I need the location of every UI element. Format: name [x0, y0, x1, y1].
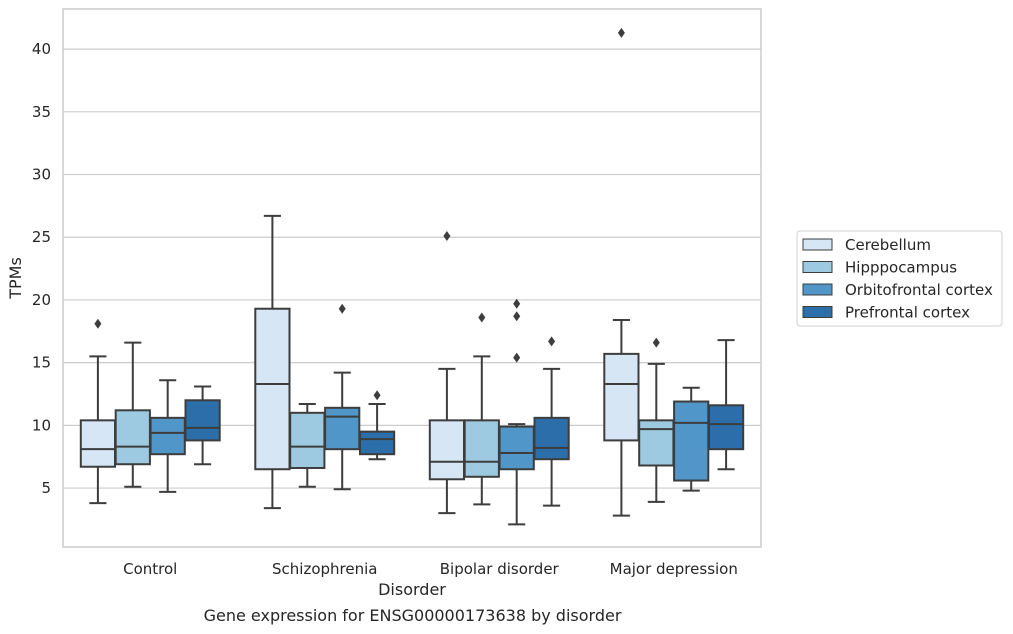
y-tick-label: 10	[32, 416, 51, 434]
outlier-point	[478, 312, 486, 323]
x-tick-label: Control	[123, 560, 177, 578]
legend-entry-label: Hipppocampus	[845, 259, 957, 277]
outlier-point	[617, 27, 625, 38]
legend-swatch	[802, 261, 833, 273]
x-tick-label: Bipolar disorder	[440, 560, 560, 578]
box-iqr	[114, 409, 151, 466]
outlier-point	[652, 337, 660, 348]
box-iqr	[289, 411, 326, 469]
legend-entry-label: Orbitofrontal cortex	[845, 281, 993, 299]
legend-entry-label: Cerebellum	[845, 236, 931, 254]
y-tick-label: 30	[32, 166, 51, 184]
outlier-point	[338, 303, 346, 314]
box-iqr	[184, 399, 221, 442]
box-iqr	[707, 404, 745, 451]
box-iqr	[638, 419, 675, 467]
box-iqr	[533, 416, 570, 461]
outlier-point	[513, 352, 521, 363]
box-iqr	[149, 416, 186, 456]
box-iqr	[673, 400, 710, 482]
legend-frame	[796, 230, 1003, 327]
y-axis-label: TPMs	[6, 257, 25, 300]
outlier-point	[513, 311, 521, 322]
legend-swatch	[802, 283, 833, 296]
box-iqr	[324, 406, 361, 451]
box-iqr	[358, 430, 396, 456]
chart-caption: Gene expression for ENSG00000173638 by d…	[203, 606, 622, 625]
legend-swatch	[802, 306, 833, 318]
box-iqr	[463, 419, 500, 478]
outlier-point	[94, 318, 102, 329]
box-iqr	[254, 307, 291, 471]
plot-frame	[62, 8, 762, 548]
outlier-point	[548, 336, 556, 347]
legend-entry-label: Prefrontal cortex	[845, 304, 970, 322]
y-tick-label: 20	[32, 291, 51, 309]
legend-swatch	[802, 238, 833, 251]
box-iqr	[79, 419, 117, 468]
y-tick-label: 40	[32, 40, 51, 58]
x-tick-label: Major depression	[610, 560, 738, 578]
y-tick-label: 25	[32, 228, 51, 246]
box-iqr	[498, 425, 535, 471]
outlier-point	[443, 230, 451, 241]
box-iqr	[428, 419, 466, 481]
y-tick-label: 5	[41, 479, 51, 497]
box-iqr	[603, 352, 640, 442]
x-axis-label: Disorder	[378, 580, 446, 599]
outlier-point	[373, 390, 381, 401]
outlier-point	[513, 298, 521, 309]
y-tick-label: 15	[32, 354, 51, 372]
x-tick-label: Schizophrenia	[272, 560, 377, 578]
y-tick-label: 35	[32, 103, 51, 121]
